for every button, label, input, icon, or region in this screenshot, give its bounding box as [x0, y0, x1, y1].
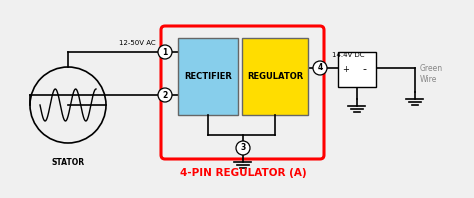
- Text: -: -: [362, 65, 366, 74]
- Text: Green
Wire: Green Wire: [420, 64, 443, 84]
- FancyBboxPatch shape: [338, 52, 376, 87]
- Text: +: +: [343, 65, 349, 74]
- Circle shape: [158, 88, 172, 102]
- FancyBboxPatch shape: [242, 38, 308, 115]
- Circle shape: [313, 61, 327, 75]
- Circle shape: [236, 141, 250, 155]
- FancyBboxPatch shape: [178, 38, 238, 115]
- Text: 4-PIN REGULATOR (A): 4-PIN REGULATOR (A): [180, 168, 306, 178]
- Circle shape: [158, 45, 172, 59]
- Text: 1: 1: [163, 48, 168, 56]
- Text: 14.4V DC: 14.4V DC: [332, 52, 364, 58]
- Text: REGULATOR: REGULATOR: [247, 72, 303, 81]
- Text: STATOR: STATOR: [52, 158, 84, 167]
- Text: 12-50V AC: 12-50V AC: [118, 40, 155, 46]
- Text: 2: 2: [163, 90, 168, 100]
- Text: 3: 3: [240, 144, 246, 152]
- Text: 4: 4: [318, 64, 323, 72]
- Text: RECTIFIER: RECTIFIER: [184, 72, 232, 81]
